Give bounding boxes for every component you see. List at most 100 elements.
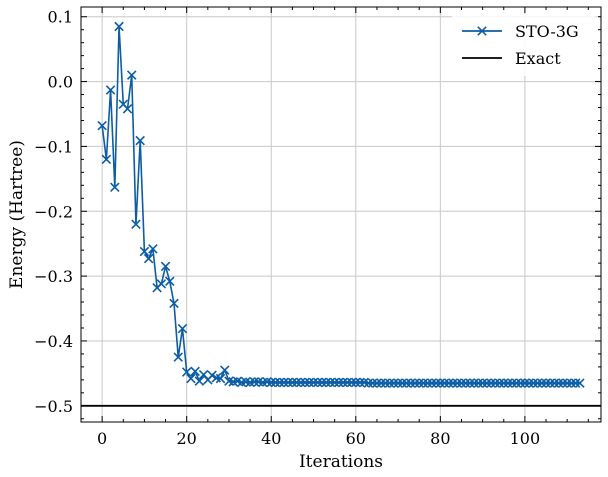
sto-3g-point	[469, 378, 479, 388]
sto-3g-point	[338, 377, 348, 388]
marker-stroke	[511, 378, 522, 388]
marker-stroke	[376, 378, 386, 388]
marker-stroke	[262, 377, 272, 387]
marker-stroke	[477, 378, 488, 388]
sto-3g-point	[126, 70, 137, 80]
sto-3g-point	[465, 378, 475, 388]
marker-stroke	[122, 104, 133, 114]
sto-3g-point	[486, 378, 496, 388]
marker-stroke	[570, 378, 581, 388]
marker-stroke	[372, 378, 382, 388]
sto-3g-point	[296, 377, 306, 388]
marker-stroke	[135, 135, 145, 146]
sto-3g-point	[219, 365, 230, 375]
marker-stroke	[325, 377, 336, 388]
sto-3g-point	[105, 85, 116, 95]
sto-3g-point	[321, 377, 331, 388]
marker-stroke	[532, 378, 543, 388]
sto-3g-point	[384, 378, 395, 388]
sto-3g-point	[558, 378, 568, 388]
marker-stroke	[241, 377, 251, 387]
marker-stroke	[346, 377, 357, 388]
sto-3g-point	[135, 135, 145, 146]
sto-3g-point	[363, 378, 374, 388]
sto-3g-point	[342, 377, 353, 388]
marker-stroke	[473, 378, 484, 388]
marker-stroke	[194, 376, 205, 386]
marker-stroke	[410, 378, 420, 388]
marker-stroke	[469, 378, 479, 388]
sto-3g-point	[503, 378, 513, 388]
marker-stroke	[114, 21, 124, 32]
marker-stroke	[186, 373, 196, 384]
sto-3g-point	[279, 377, 289, 388]
sto-3g-point	[122, 104, 133, 114]
sto-3g-point	[532, 378, 543, 388]
sto-3g-point	[456, 378, 467, 388]
marker-stroke	[101, 154, 112, 165]
sto-3g-point	[169, 298, 179, 309]
sto-3g-series	[97, 21, 585, 388]
marker-stroke	[266, 377, 277, 388]
legend-sto-3g-marker	[477, 26, 487, 36]
marker-stroke	[232, 376, 243, 386]
marker-stroke	[435, 378, 446, 388]
sto-3g-point	[452, 378, 463, 388]
sto-3g-point	[376, 378, 386, 388]
y-tick-label: −0.4	[34, 332, 73, 351]
sto-3g-point	[186, 373, 196, 384]
marker-stroke	[553, 378, 564, 388]
sto-3g-point	[329, 377, 340, 388]
sto-3g-point	[537, 378, 547, 388]
sto-3g-point	[401, 378, 412, 388]
marker-stroke	[520, 378, 530, 388]
sto-3g-point	[520, 378, 530, 388]
y-tick-label: 0.0	[48, 73, 73, 92]
sto-3g-point	[308, 377, 319, 388]
marker-stroke	[439, 378, 450, 388]
sto-3g-point	[473, 378, 484, 388]
marker-stroke	[549, 378, 560, 388]
sto-3g-point	[283, 377, 293, 388]
marker-stroke	[165, 276, 175, 287]
marker-stroke	[291, 377, 302, 388]
sto-3g-point	[507, 378, 517, 388]
marker-stroke	[270, 377, 281, 388]
sto-3g-point	[498, 378, 509, 388]
sto-3g-point	[422, 378, 433, 388]
marker-stroke	[384, 378, 395, 388]
sto-3g-point	[143, 253, 154, 264]
marker-stroke	[148, 244, 158, 254]
marker-stroke	[253, 377, 264, 387]
sto-3g-point	[367, 378, 378, 388]
plot-frame	[80, 6, 602, 423]
sto-3g-point	[575, 378, 585, 388]
marker-stroke	[422, 378, 433, 388]
marker-stroke	[274, 377, 285, 388]
sto-3g-point	[148, 244, 158, 254]
sto-3g-point	[334, 377, 344, 388]
sto-3g-point	[482, 378, 492, 388]
sto-3g-point	[570, 378, 581, 388]
marker-stroke	[190, 366, 200, 377]
marker-stroke	[465, 378, 475, 388]
sto-3g-point	[389, 378, 399, 388]
sto-3g-point	[435, 378, 446, 388]
marker-stroke	[143, 253, 154, 264]
x-tick-label: 40	[261, 429, 281, 448]
sto-3g-point	[549, 378, 560, 388]
marker-stroke	[359, 377, 370, 388]
marker-stroke	[498, 378, 509, 388]
sto-3g-point	[181, 367, 192, 377]
sto-3g-point	[528, 378, 539, 388]
sto-3g-line	[101, 25, 580, 384]
sto-3g-point	[266, 377, 277, 388]
marker-stroke	[317, 377, 327, 388]
marker-stroke	[296, 377, 306, 388]
marker-stroke	[156, 279, 167, 289]
sto-3g-point	[380, 378, 391, 388]
marker-stroke	[351, 377, 361, 388]
sto-3g-point	[431, 378, 441, 388]
marker-stroke	[367, 378, 378, 388]
